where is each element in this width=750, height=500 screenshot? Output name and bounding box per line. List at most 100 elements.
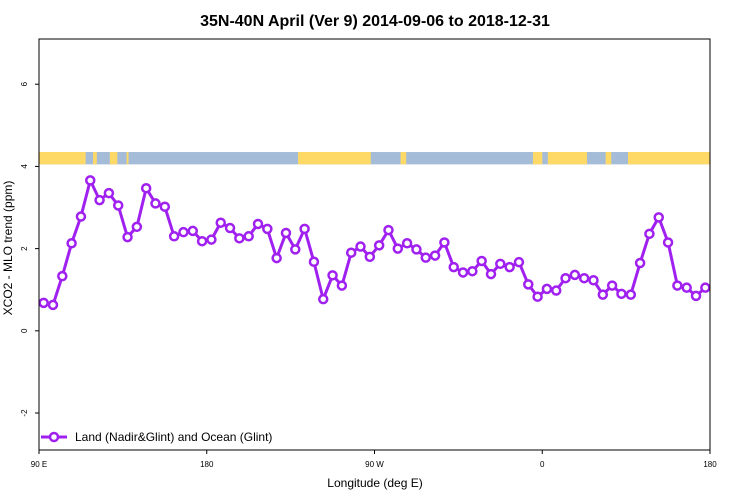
data-point <box>578 272 590 284</box>
data-point <box>616 288 627 300</box>
data-point <box>103 187 115 199</box>
x-tick-label: 90 W <box>365 460 384 469</box>
y-tick-label: 4 <box>20 164 29 169</box>
legend-label: Land (Nadir&Glint) and Ocean (Glint) <box>75 430 272 444</box>
land-segment <box>93 152 97 165</box>
data-point <box>215 217 226 228</box>
data-point <box>262 223 273 235</box>
x-axis-label: Longitude (deg E) <box>327 476 422 490</box>
data-point <box>550 285 562 296</box>
series-layer <box>38 175 711 311</box>
land-segment <box>298 152 371 165</box>
land-segment <box>627 152 710 165</box>
data-point <box>672 280 683 291</box>
data-point <box>625 289 637 300</box>
data-point <box>75 211 87 222</box>
data-point <box>336 280 348 291</box>
x-tick-label: 90 E <box>31 460 47 469</box>
data-point <box>187 225 199 237</box>
data-point <box>495 258 506 270</box>
data-point <box>634 257 646 269</box>
land-segment <box>547 152 587 165</box>
data-point <box>57 270 68 282</box>
data-point <box>85 175 96 186</box>
x-tick-label: 0 <box>540 460 545 469</box>
data-point <box>457 267 469 278</box>
land-segment <box>39 152 86 165</box>
data-point <box>47 299 59 311</box>
data-point <box>122 231 133 243</box>
land-ocean-strip <box>39 152 710 165</box>
land-segment <box>605 152 612 165</box>
data-point <box>112 200 124 211</box>
data-point <box>448 261 459 273</box>
data-point <box>373 240 385 251</box>
data-point <box>662 237 674 248</box>
data-point <box>364 251 376 263</box>
data-point <box>131 221 143 233</box>
data-point <box>513 256 525 268</box>
data-point <box>206 234 217 245</box>
data-point <box>355 241 366 252</box>
data-point <box>523 279 534 290</box>
data-point <box>644 228 655 240</box>
data-point <box>280 227 292 239</box>
land-segment <box>126 152 129 165</box>
data-point <box>327 270 338 281</box>
data-point <box>38 297 49 309</box>
land-segment <box>400 152 407 165</box>
land-segment <box>532 152 543 165</box>
data-point <box>411 244 422 255</box>
data-point <box>700 282 711 293</box>
data-point <box>299 223 310 235</box>
data-point <box>66 238 77 249</box>
data-point <box>606 280 618 291</box>
x-tick-label: 180 <box>200 460 214 469</box>
data-point <box>597 289 609 300</box>
data-point <box>383 224 394 236</box>
data-point <box>150 198 161 209</box>
y-tick-label: 2 <box>20 246 29 251</box>
data-point <box>569 269 581 281</box>
y-tick-label: -2 <box>20 409 29 417</box>
y-tick-label: 6 <box>20 81 29 86</box>
data-point <box>439 237 450 248</box>
data-point <box>541 283 553 295</box>
data-point <box>560 272 571 284</box>
data-point <box>178 226 189 238</box>
legend: Land (Nadir&Glint) and Ocean (Glint) <box>41 430 272 444</box>
data-point <box>234 233 245 244</box>
data-point <box>168 231 180 242</box>
data-point <box>317 293 329 305</box>
data-point <box>271 252 282 264</box>
data-point <box>653 212 664 223</box>
data-point <box>476 255 487 267</box>
data-point <box>290 244 301 255</box>
series-line <box>43 178 707 307</box>
y-axis: -2 0 2 4 6 <box>20 81 39 417</box>
data-point <box>224 222 236 234</box>
data-point <box>392 243 404 254</box>
data-point <box>588 275 599 286</box>
data-point <box>140 182 152 194</box>
data-point <box>485 268 497 280</box>
data-point <box>94 194 105 206</box>
data-point <box>308 256 320 268</box>
data-point <box>420 252 432 263</box>
data-point <box>196 235 208 247</box>
data-point <box>690 290 702 302</box>
y-axis-label: XCO2 - MLO trend (ppm) <box>1 181 15 316</box>
chart-title: 35N-40N April (Ver 9) 2014-09-06 to 2018… <box>200 13 550 30</box>
legend-marker-swatch <box>48 431 60 443</box>
data-point <box>681 282 692 293</box>
x-tick-label: 180 <box>703 460 717 469</box>
data-point <box>401 238 413 249</box>
data-point <box>504 261 515 273</box>
data-point <box>345 247 357 258</box>
data-point <box>252 218 264 230</box>
land-segment <box>109 152 118 165</box>
data-point <box>429 250 441 261</box>
data-point <box>243 231 254 242</box>
y-tick-label: 0 <box>20 328 29 333</box>
data-point <box>159 201 171 212</box>
